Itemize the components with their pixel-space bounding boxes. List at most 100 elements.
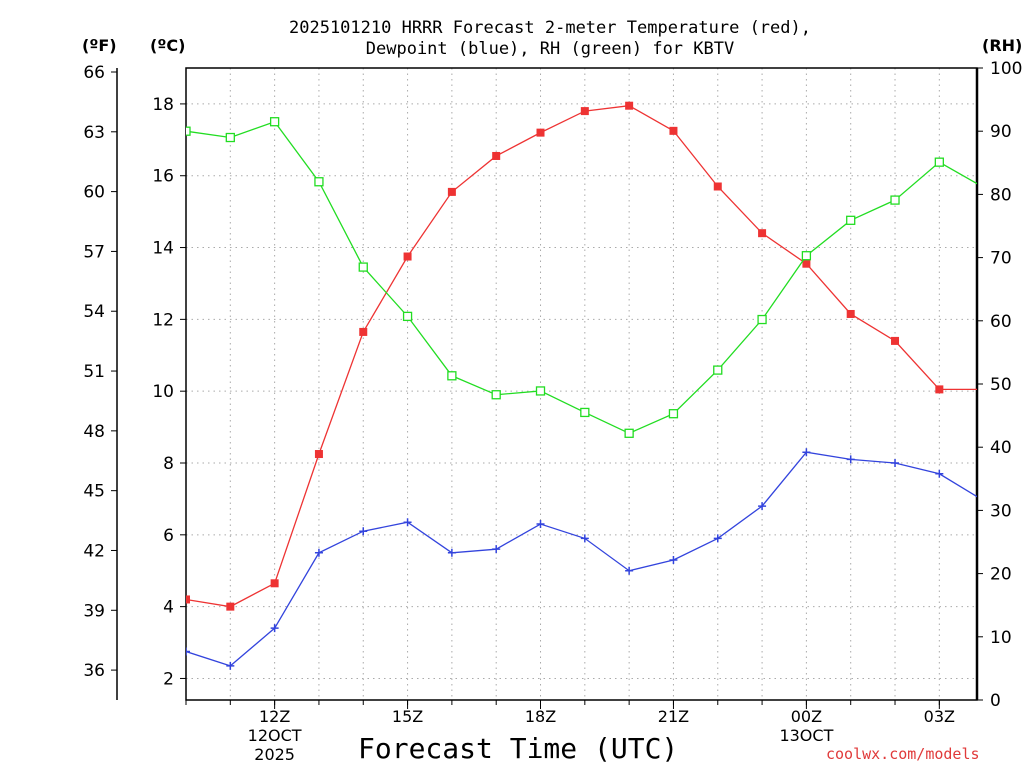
x-axis-label: Forecast Time (UTC) (358, 732, 679, 765)
rh-tick-label: 80 (990, 185, 1012, 205)
rh-unit-label: (RH) (982, 36, 1023, 55)
temperature-point (758, 229, 767, 238)
rh-point (269, 117, 280, 127)
rh-tick-label: 60 (990, 312, 1012, 332)
rh-tick-label: 30 (990, 501, 1012, 521)
temperature-point (846, 309, 855, 318)
rh-tick-label: 50 (990, 375, 1012, 395)
dewpoint-point (226, 661, 235, 670)
rh-point (668, 409, 679, 419)
x-tick-label: 13OCT (779, 726, 833, 745)
temperature-point (802, 259, 811, 268)
celsius-tick-label: 4 (163, 598, 174, 618)
temperature-point (403, 252, 412, 261)
rh-point (447, 371, 457, 381)
x-tick-label: 21Z (658, 707, 689, 726)
temperature-point (186, 595, 190, 604)
dewpoint-point (758, 502, 767, 511)
dewpoint-point (447, 548, 456, 557)
dewpoint-point (625, 566, 634, 575)
rh-point (713, 365, 723, 375)
celsius-tick-label: 6 (163, 526, 174, 546)
fahrenheit-tick-label: 39 (83, 601, 105, 621)
temperature-point (536, 128, 545, 137)
rh-point (225, 132, 235, 143)
x-tick-label: 2025 (254, 745, 295, 764)
dewpoint-series-line (186, 451, 977, 667)
temperature-point (270, 579, 279, 588)
rh-tick-label: 90 (990, 122, 1012, 142)
celsius-tick-label: 8 (163, 454, 174, 474)
rh-point (934, 157, 944, 167)
celsius-tick-label: 14 (152, 239, 174, 259)
x-tick-label: 00Z (791, 707, 822, 726)
rh-point (491, 390, 501, 400)
credit-link[interactable]: coolwx.com/models (826, 745, 980, 763)
temperature-point (713, 182, 722, 191)
fahrenheit-tick-label: 57 (83, 242, 105, 262)
fahrenheit-tick-label: 63 (83, 123, 105, 143)
temperature-point (226, 602, 235, 611)
temperature-point (314, 450, 323, 459)
temperature-point (980, 385, 988, 393)
rh-tick-label: 20 (990, 565, 1012, 585)
dewpoint-point (186, 647, 190, 656)
fahrenheit-tick-label: 60 (83, 183, 105, 203)
temperature-point (359, 327, 368, 336)
temperature-point (492, 151, 501, 160)
rh-tick-label: 10 (990, 628, 1012, 648)
rh-point (186, 126, 191, 136)
dewpoint-point (580, 534, 589, 543)
rh-tick-label: 70 (990, 249, 1012, 269)
temperature-point (891, 336, 900, 345)
temperature-point (935, 385, 944, 394)
fahrenheit-tick-label: 48 (83, 422, 105, 442)
x-tick-label: 03Z (924, 707, 955, 726)
fahrenheit-tick-label: 66 (83, 63, 105, 83)
dewpoint-point (314, 548, 323, 557)
rh-point (980, 183, 988, 191)
x-tick-label: 18Z (525, 707, 556, 726)
celsius-tick-label: 18 (152, 95, 174, 115)
celsius-tick-label: 10 (152, 382, 174, 402)
dewpoint-point (403, 518, 412, 527)
celsius-unit-label: (ºC) (150, 36, 186, 55)
rh-point (890, 195, 900, 205)
fahrenheit-tick-label: 36 (83, 661, 105, 681)
x-tick-label: 15Z (392, 707, 423, 726)
rh-point (535, 386, 546, 396)
temperature-point (447, 187, 456, 196)
rh-point (757, 314, 767, 325)
dewpoint-point (802, 448, 811, 457)
x-tick-label: 12Z (259, 707, 290, 726)
dewpoint-point (669, 555, 678, 564)
rh-tick-label: 100 (990, 59, 1022, 79)
rh-point (314, 177, 324, 187)
dewpoint-point (935, 469, 944, 478)
dewpoint-point (891, 459, 900, 467)
fahrenheit-tick-label: 45 (83, 482, 105, 502)
dewpoint-point (980, 497, 988, 505)
dewpoint-point (713, 534, 722, 543)
chart-title-line2: Dewpoint (blue), RH (green) for KBTV (365, 39, 735, 59)
rh-point (624, 428, 634, 438)
x-tick-label: 12OCT (248, 726, 302, 745)
dewpoint-point (359, 527, 368, 536)
temperature-point (669, 126, 678, 135)
dewpoint-point (536, 520, 545, 529)
temperature-point (580, 107, 589, 116)
dewpoint-point (270, 624, 279, 633)
dewpoint-point (492, 545, 501, 554)
rh-point (846, 215, 856, 225)
fahrenheit-tick-label: 54 (83, 302, 105, 322)
fahrenheit-tick-label: 42 (83, 541, 105, 561)
temperature-point (625, 101, 634, 110)
rh-point (358, 262, 368, 272)
celsius-tick-label: 16 (152, 167, 174, 187)
fahrenheit-tick-label: 51 (83, 362, 105, 382)
fahrenheit-unit-label: (ºF) (82, 36, 117, 55)
rh-point (580, 407, 590, 418)
rh-tick-label: 0 (990, 691, 1001, 711)
chart-title-line1: 2025101210 HRRR Forecast 2-meter Tempera… (289, 18, 811, 38)
